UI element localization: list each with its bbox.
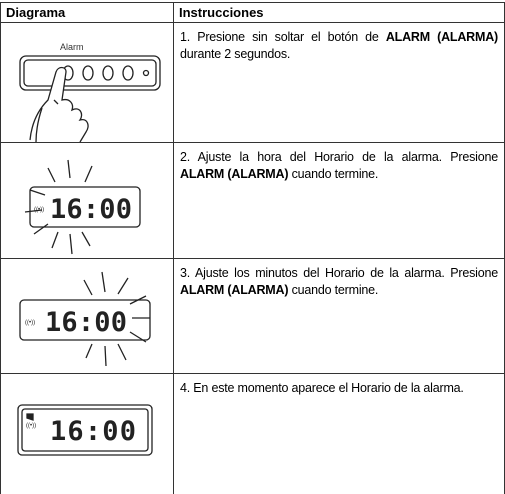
device-inner: [23, 59, 157, 87]
device: [19, 55, 161, 91]
step-text: 4. En este momento aparece el Horario de…: [180, 381, 464, 395]
step-text: 3. Ajuste los minutos del Horario de la …: [180, 266, 498, 280]
button: [122, 65, 134, 81]
display-inner: [21, 408, 149, 452]
button: [142, 69, 150, 77]
header-cell: Instrucciones: [173, 2, 505, 23]
flash-rays: [83, 271, 150, 367]
step-text: durante 2 segundos.: [180, 47, 291, 61]
display: [17, 404, 153, 456]
lcd-text: 16:00: [50, 194, 132, 225]
header-text: Instrucciones: [179, 5, 264, 20]
display: [19, 299, 151, 341]
step-text: cuando termine.: [288, 167, 379, 181]
svg-text:((•)): ((•)): [26, 423, 36, 429]
button: [102, 65, 114, 81]
instruction-cell: 4. En este momento aparece el Horario de…: [173, 373, 505, 494]
step-bold: ALARM (ALARMA): [180, 283, 289, 297]
instruction-cell: 1. Presione sin soltar el botón de ALARM…: [173, 22, 505, 143]
step-bold: ALARM (ALARMA): [385, 30, 498, 44]
bell-icon: [26, 413, 34, 421]
step-text: cuando termine.: [288, 283, 379, 297]
header-text: Diagrama: [6, 5, 66, 20]
step-text: 1. Presione sin soltar el botón de: [180, 30, 386, 44]
instruction-cell: 2. Ajuste la hora del Horario de la alar…: [173, 142, 505, 259]
lcd-text: 16:00: [50, 416, 136, 447]
step-text: 2. Ajuste la hora del Horario de la alar…: [180, 150, 498, 164]
display: [29, 186, 141, 228]
diagrams: Alarm ((•)) 16:00 ((•)) 16:00 ((•)) 16:0…: [17, 42, 161, 456]
hand: [29, 66, 89, 143]
button: [82, 65, 94, 81]
hand-line: [35, 99, 59, 143]
button-label: Alarm: [60, 42, 84, 52]
step-bold: ALARM (ALARMA): [180, 167, 289, 181]
flash-rays: [24, 159, 93, 255]
svg-text:((•)): ((•)): [25, 320, 35, 326]
lcd-text: 16:00: [45, 307, 127, 338]
instruction-cell: 3. Ajuste los minutos del Horario de la …: [173, 258, 505, 374]
